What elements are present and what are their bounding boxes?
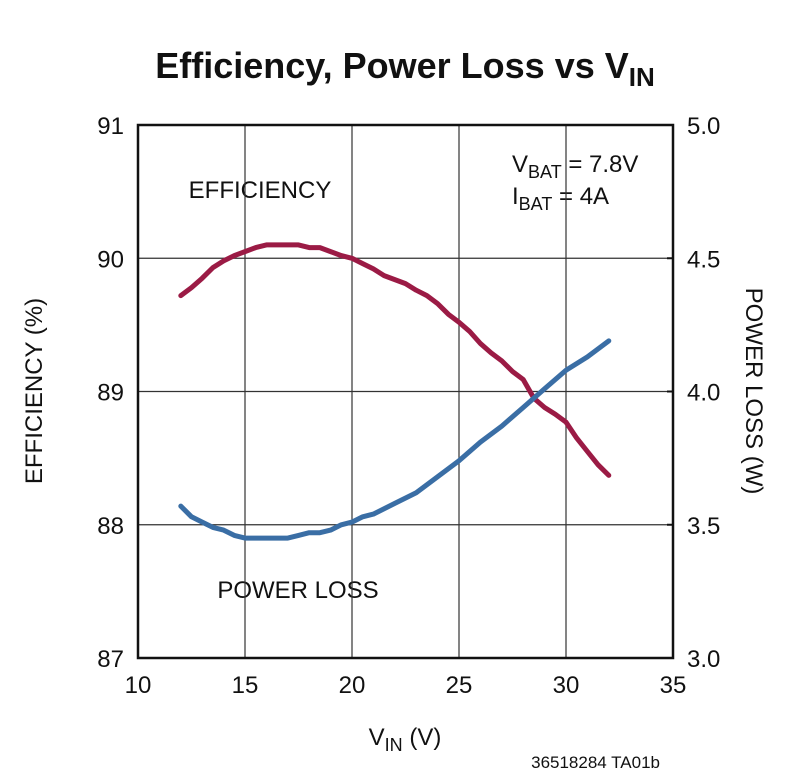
annotation-suffix: = 7.8V xyxy=(562,151,639,178)
x-tick-label: 10 xyxy=(125,672,152,699)
annotation-suffix: = 4A xyxy=(552,183,609,210)
title-sub: IN xyxy=(629,62,655,92)
series-label: POWER LOSS xyxy=(217,577,378,604)
annotation-sub: BAT xyxy=(519,194,553,214)
y-tick-label: 87 xyxy=(97,646,124,673)
x-tick-label: 20 xyxy=(339,672,366,699)
annotation-text: I xyxy=(512,183,519,210)
y-tick-label: 91 xyxy=(97,113,124,140)
y-tick-label: 88 xyxy=(97,513,124,540)
x-tick-label: 35 xyxy=(660,672,687,699)
annotation-text: V xyxy=(512,151,528,178)
y-tick-label: 89 xyxy=(97,380,124,407)
title-text: Efficiency, Power Loss vs V xyxy=(155,45,629,86)
x-tick-label: 15 xyxy=(232,672,259,699)
y2-tick-label: 3.5 xyxy=(687,513,720,540)
x-tick-label: 25 xyxy=(446,672,473,699)
y2-axis-label: POWER LOSS (W) xyxy=(740,288,767,495)
series-label: EFFICIENCY xyxy=(189,177,332,204)
y2-tick-label: 4.0 xyxy=(687,380,720,407)
series-line xyxy=(178,338,612,541)
annotation: VBAT = 7.8V xyxy=(512,151,638,182)
y-tick-label: 90 xyxy=(97,246,124,273)
plot-frame xyxy=(136,123,675,660)
y2-tick-label: 3.0 xyxy=(687,646,720,673)
x-tick-label: 30 xyxy=(553,672,580,699)
x-label-sub: IN xyxy=(385,735,403,755)
annotation: IBAT = 4A xyxy=(512,183,609,214)
x-label-text: V xyxy=(369,724,385,751)
footnote: 36518284 TA01b xyxy=(531,753,660,772)
y-axis-label: EFFICIENCY (%) xyxy=(21,298,48,484)
annotation-sub: BAT xyxy=(528,162,562,182)
x-axis-label: VIN (V) xyxy=(369,724,442,755)
series-line xyxy=(178,242,612,478)
x-label-suffix: (V) xyxy=(403,724,442,751)
y2-tick-label: 4.5 xyxy=(687,246,720,273)
chart-title: Efficiency, Power Loss vs VIN xyxy=(155,45,655,92)
y2-tick-label: 5.0 xyxy=(687,113,720,140)
